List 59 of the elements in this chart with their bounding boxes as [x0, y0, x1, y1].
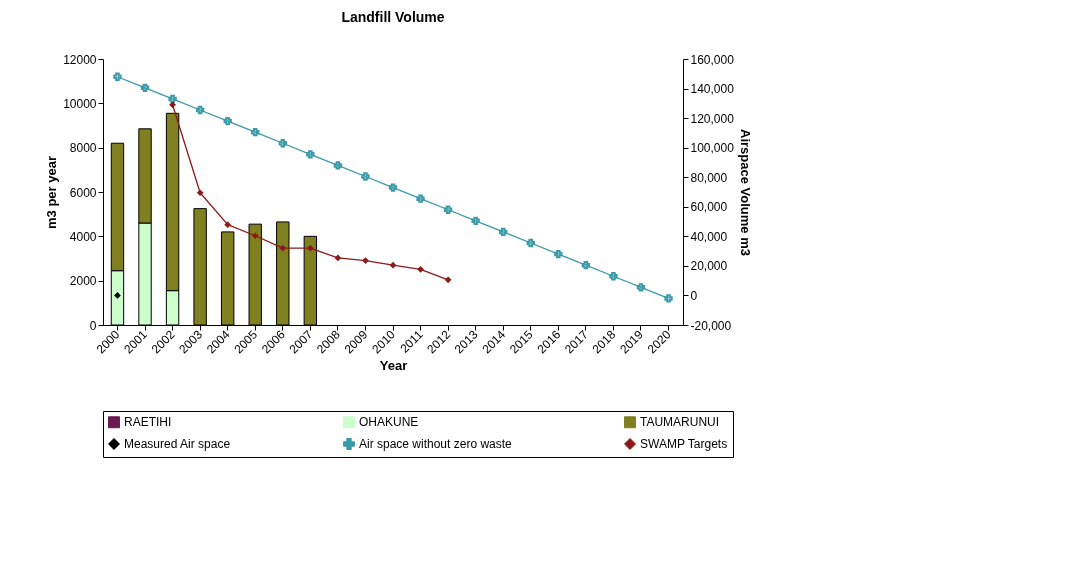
point — [140, 83, 150, 92]
legend-label: Air space without zero waste — [359, 437, 513, 451]
y2-tick-label: 0 — [690, 288, 698, 303]
point — [195, 105, 205, 115]
y2-tick-label: 140,000 — [690, 82, 735, 97]
point — [278, 139, 287, 148]
y-tick-label: 8000 — [69, 141, 97, 156]
y-tick-label: 0 — [89, 318, 97, 333]
point — [471, 216, 480, 225]
point — [224, 221, 232, 229]
y2-axis-title: Airspace Volume m3 — [737, 129, 753, 256]
y2-tick-label: -20,000 — [690, 318, 732, 333]
point — [251, 127, 260, 137]
point — [168, 94, 177, 104]
point — [333, 161, 343, 170]
point — [334, 254, 342, 262]
y-tick-label: 10000 — [63, 96, 97, 111]
point — [306, 150, 315, 159]
legend-label: OHAKUNE — [359, 415, 419, 430]
point — [279, 244, 287, 252]
point — [169, 101, 176, 109]
y-axis-title: m3 per year — [44, 156, 60, 229]
x-axis-title: Year — [379, 357, 408, 373]
y-tick-label: 6000 — [69, 185, 97, 200]
point — [196, 189, 204, 197]
legend-label: SWAMP Targets — [640, 437, 728, 451]
point — [223, 116, 232, 126]
point — [526, 238, 535, 248]
y2-tick-label: 20,000 — [690, 259, 728, 274]
point — [443, 205, 453, 214]
legend-label: Measured Air space — [124, 437, 231, 451]
point — [417, 265, 424, 273]
y-tick-label: 12000 — [63, 52, 97, 67]
point — [361, 172, 370, 181]
point — [581, 260, 591, 270]
y2-tick-label: 160,000 — [690, 52, 735, 67]
point — [636, 283, 646, 292]
y2-tick-label: 80,000 — [690, 170, 728, 185]
point — [444, 276, 452, 284]
point — [416, 194, 425, 203]
point — [554, 249, 563, 259]
point — [499, 227, 508, 237]
chart-title: Landfill Volume — [341, 9, 445, 25]
point — [664, 294, 673, 303]
point — [389, 261, 397, 269]
y2-tick-label: 120,000 — [690, 111, 735, 126]
y-tick-label: 2000 — [69, 274, 97, 289]
point — [251, 232, 259, 240]
legend-label: RAETIHI — [124, 415, 172, 430]
point — [306, 244, 314, 252]
point — [388, 183, 398, 192]
point — [113, 72, 122, 81]
point — [609, 272, 618, 281]
point — [362, 257, 369, 264]
y2-tick-label: 40,000 — [690, 229, 728, 244]
y2-tick-label: 60,000 — [690, 200, 728, 215]
y-tick-label: 4000 — [69, 229, 97, 244]
y2-tick-label: 100,000 — [690, 141, 735, 156]
legend-label: TAUMARUNUI — [640, 415, 720, 430]
